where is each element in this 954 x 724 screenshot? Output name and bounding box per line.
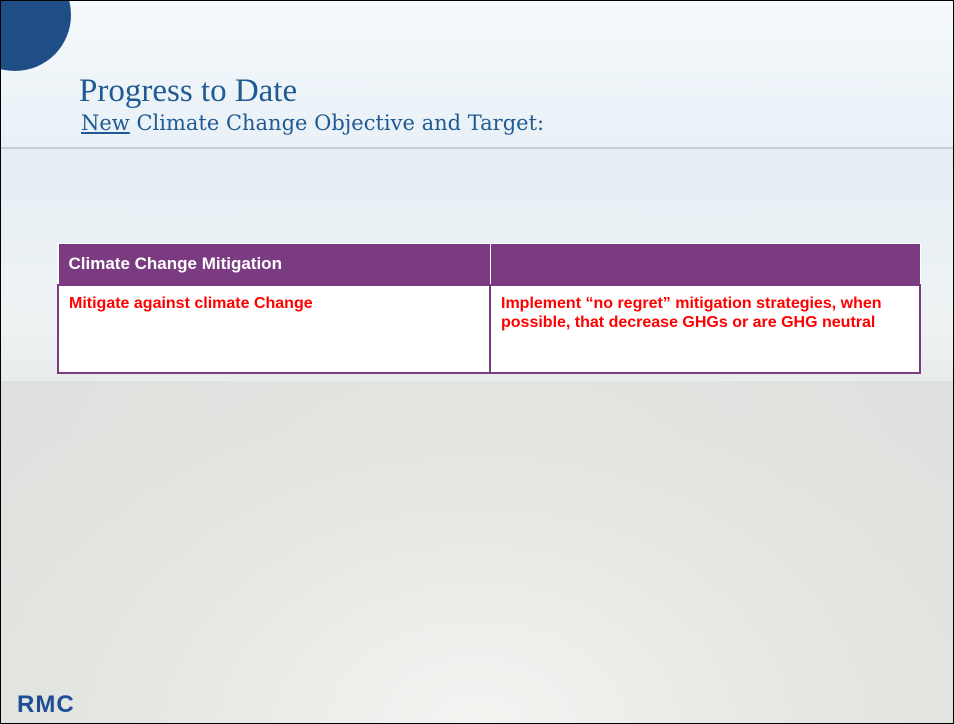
table-cell: Implement “no regret” mitigation strateg… xyxy=(489,284,921,374)
slide-title: Progress to Date xyxy=(79,73,298,109)
background-field xyxy=(1,381,953,723)
logo: RMC xyxy=(17,691,75,718)
table-header-cell: Climate Change Mitigation xyxy=(57,243,491,286)
table-header-cell xyxy=(489,243,921,286)
subtitle-emphasis: New xyxy=(81,111,130,135)
table-header-row: Climate Change Mitigation xyxy=(57,243,921,286)
objective-table: Climate Change Mitigation Mitigate again… xyxy=(57,243,921,374)
table-row: Mitigate against climate Change Implement… xyxy=(57,284,921,374)
subtitle-text: Climate Change Objective and Target: xyxy=(136,111,545,135)
slide-subtitle: New Climate Change Objective and Target: xyxy=(81,111,544,135)
table-cell: Mitigate against climate Change xyxy=(57,284,491,374)
header-band xyxy=(1,1,953,149)
